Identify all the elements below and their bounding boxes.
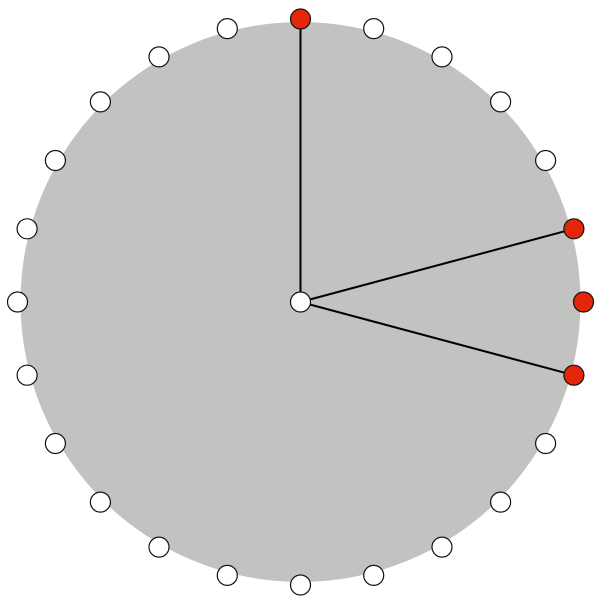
spoke-7 — [300, 301, 575, 377]
selected-node-6[interactable] — [572, 291, 595, 313]
node-9[interactable] — [490, 491, 512, 513]
node-2[interactable] — [431, 46, 453, 68]
node-3[interactable] — [490, 91, 512, 113]
node-11[interactable] — [363, 564, 385, 587]
node-17[interactable] — [16, 364, 38, 386]
node-14[interactable] — [148, 536, 170, 558]
spoke-5 — [300, 227, 575, 303]
selected-node-0[interactable] — [289, 8, 312, 30]
node-13[interactable] — [216, 564, 238, 587]
node-19[interactable] — [16, 218, 38, 240]
selected-node-7[interactable] — [563, 364, 585, 386]
center-hub — [289, 291, 312, 313]
node-22[interactable] — [148, 46, 170, 68]
node-4[interactable] — [534, 149, 557, 172]
node-12[interactable] — [289, 574, 312, 596]
selected-node-5[interactable] — [563, 218, 585, 240]
node-16[interactable] — [44, 432, 67, 455]
node-8[interactable] — [534, 432, 557, 455]
node-21[interactable] — [89, 91, 112, 113]
perimeter-nodes — [6, 8, 595, 596]
spokes — [299, 19, 575, 377]
node-23[interactable] — [216, 18, 238, 40]
node-15[interactable] — [89, 491, 112, 513]
node-20[interactable] — [44, 149, 67, 172]
node-18[interactable] — [6, 291, 29, 313]
node-1[interactable] — [363, 18, 385, 40]
node-10[interactable] — [431, 536, 453, 558]
